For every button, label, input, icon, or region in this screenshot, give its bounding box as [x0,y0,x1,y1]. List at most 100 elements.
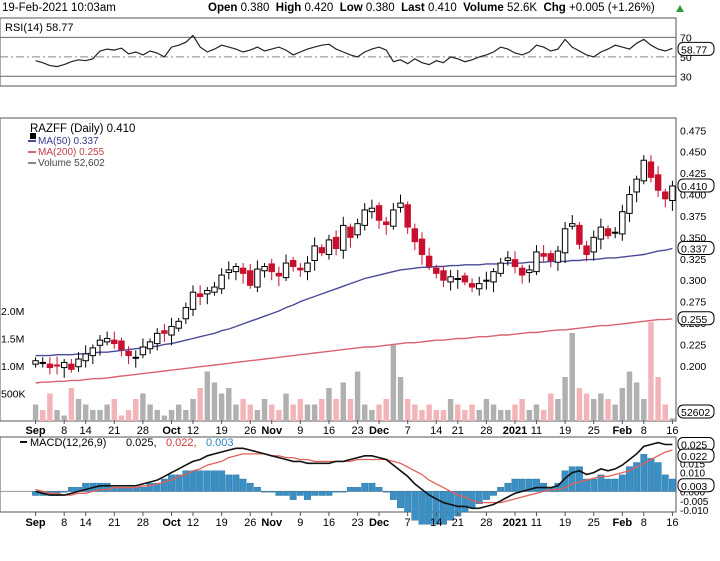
macd-histogram-bar [67,487,75,492]
volume-bar [197,388,203,421]
volume-bar [161,415,168,421]
volume-bar [32,404,39,421]
candle-body [89,347,97,357]
price-x-label: 8 [641,425,647,437]
macd-histogram-bar [211,470,218,492]
last-label: Last [401,2,425,14]
candle-body [332,236,340,250]
volume-bar [490,404,497,421]
last-price-tag: 0.410 [681,181,707,193]
macd-histogram-bar [525,478,533,492]
price-x-label: 14 [430,425,442,437]
macd-histogram-bar [375,487,383,492]
macd-histogram-bar [103,482,111,492]
price-tick-label: 0.200 [680,361,706,373]
candle-body [511,259,519,267]
volume-bar [75,399,82,421]
macd-histogram-bar [354,487,361,492]
macd-x-label: 8 [641,517,647,529]
price-x-label: Sep [25,425,45,437]
candle-body [447,276,454,283]
macd-tick-label: 0.000 [680,487,705,498]
volume-bar [347,399,354,421]
volume-bar [111,399,118,421]
macd-histogram-bar [604,478,612,492]
macd-histogram-bar [504,482,512,492]
rsi-panel-frame [0,17,677,87]
volume-tick-label: 1.5M [1,334,24,346]
high-value: 0.420 [304,2,334,14]
volume-bar [655,377,661,421]
candle-body [275,272,283,277]
price-x-label: 28 [480,425,492,437]
macd-histogram-bar [618,474,626,492]
macd-histogram-bar [440,491,447,525]
macd-x-label: 19 [215,517,227,529]
volume-bar [533,404,540,421]
price-tick-label: 0.375 [680,211,706,223]
macd-histogram-bar [168,474,175,492]
macd-histogram-bar [461,491,469,513]
candle-body [640,159,648,182]
volume-bar [97,410,103,421]
macd-histogram-bar [368,482,376,492]
volume-bar [362,404,368,421]
price-tick-label: 0.225 [680,339,706,351]
volume-bar [648,322,654,421]
volume-bar [61,415,67,421]
price-x-label: Oct [162,425,181,437]
candle-body [46,363,54,369]
volume-label: Volume [463,2,504,14]
candle-body [583,245,590,256]
macd-histogram-bar [175,474,183,492]
macd-histogram-bar [253,487,261,492]
candle-body [382,221,390,226]
macd-histogram-bar [282,491,290,496]
low-label: Low [339,2,363,14]
macd-x-label: 12 [187,517,199,529]
candle-body [204,289,211,295]
volume-bar [276,410,282,421]
volume-bar [469,404,475,421]
price-x-label: Nov [261,425,283,437]
macd-histogram-bar [139,487,147,492]
price-x-label: 16 [666,425,678,437]
macd-hist-tag-box [677,478,715,493]
price-x-label: 21 [108,425,120,437]
candle-body [354,223,361,236]
macd-histogram-bar [275,491,283,496]
macd-histogram-bar [518,478,526,492]
volume-bar [183,410,189,421]
candle-body [468,283,476,288]
macd-histogram-bar [654,462,662,492]
volume-bar [462,410,468,421]
macd-x-label: Sep [25,517,45,529]
price-x-label: 9 [297,425,303,437]
volume-bar [340,382,346,421]
volume-bar [233,404,239,421]
candle-body [476,283,483,290]
legend-label: MA(50) 0.337 [38,136,99,147]
quote-summary: Open 0.380 High 0.420 Low 0.380 Last 0.4… [208,2,655,14]
macd-tick-label: -0.005 [680,497,709,508]
candle-body [139,346,147,356]
volume-bar [290,404,296,421]
candle-body [239,267,247,274]
volume-bar [204,371,211,421]
candle-body [196,293,204,297]
high-label: High [275,2,302,14]
macd-histogram-bar [626,466,633,492]
macd-histogram-bar [189,470,197,492]
volume-bar [555,399,561,421]
macd-histogram-bar [669,478,676,492]
candle-body [53,364,61,367]
macd-x-label: 16 [666,517,678,529]
volume-bar [211,382,218,421]
macd-signal-line [35,449,673,504]
candle-body [425,255,433,267]
candle-body [561,228,569,254]
macd-histogram-bar [32,491,39,496]
last-value: 0.410 [427,2,457,14]
volume-bar [268,404,275,421]
